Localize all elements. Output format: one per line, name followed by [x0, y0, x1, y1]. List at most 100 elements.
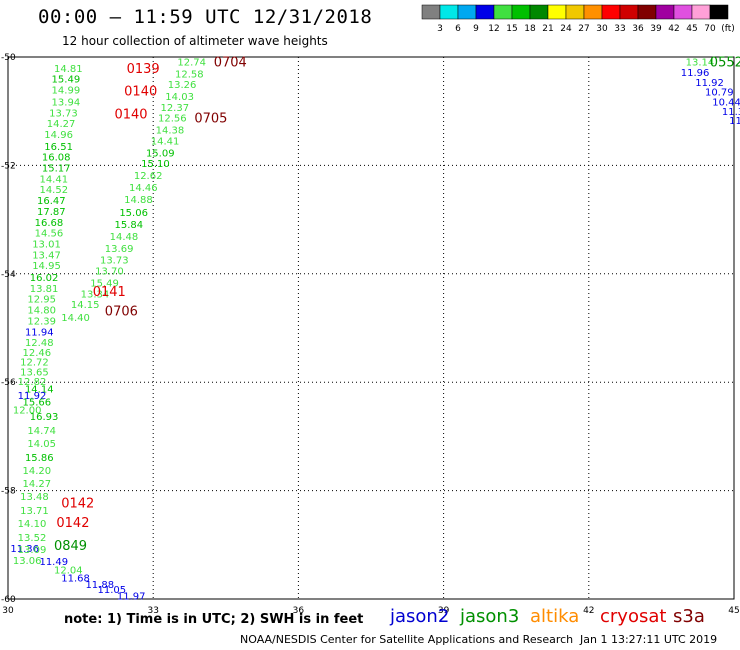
color-scale-legend: 3 6 9 12 15 18 21 24 27 30 33 36 39 42 45 70 (ft): [421, 4, 735, 34]
pass-time-label: 0704: [214, 55, 247, 70]
wave-height-label: 14.10: [18, 519, 47, 530]
colorbar-label: 42: [668, 24, 679, 34]
wave-height-label: 10.44: [712, 97, 740, 108]
y-tick-label: -52: [1, 161, 16, 171]
wave-height-label: 15.66: [23, 398, 52, 409]
pass-time-label: 0849: [54, 539, 87, 554]
wave-height-label: 14.96: [44, 130, 73, 141]
wave-height-observations: 14.8115.4914.9913.9413.7314.2714.9616.51…: [10, 57, 740, 602]
y-tick-label: -56: [1, 378, 16, 388]
colorbar-label: (ft): [721, 24, 735, 34]
wave-height-label: 14.41: [151, 136, 180, 147]
pass-time-label: 0705: [194, 112, 227, 127]
wave-height-label: 13.70: [95, 267, 124, 278]
wave-height-label: 11.88: [85, 580, 114, 591]
pass-time-label: 0706: [105, 305, 138, 320]
wave-height-label: 14.74: [27, 426, 56, 437]
wave-height-label: 15.10: [141, 159, 170, 170]
wave-height-label: 12.72: [20, 358, 49, 369]
wave-height-label: 11.94: [25, 327, 54, 338]
colorbar-label: 9: [473, 24, 479, 34]
x-tick-label: 45: [728, 606, 739, 616]
wave-height-label: 13.65: [20, 367, 49, 378]
wave-height-label: 14.41: [39, 174, 68, 185]
colorbar-label: 33: [614, 24, 625, 34]
wave-height-label: 12.00: [13, 405, 42, 416]
wave-height-label: 11.36: [10, 544, 39, 555]
y-tick-label: -54: [1, 270, 16, 280]
wave-height-label: 15.49: [52, 75, 81, 86]
wave-height-label: 13.94: [52, 97, 81, 108]
wave-height-label: 13.71: [20, 506, 49, 517]
wave-height-label: 14.38: [156, 126, 185, 137]
wave-height-label: 13.14: [686, 57, 715, 68]
wave-height-label: 15.49: [90, 278, 119, 289]
colorbar-label: 30: [596, 24, 608, 34]
wave-height-label: 13.34: [81, 289, 110, 300]
wave-height-label: 15.17: [42, 164, 71, 175]
wave-height-label: 11.3: [722, 107, 740, 118]
map-title: 00:00 – 11:59 UTC 12/31/2018: [38, 6, 373, 28]
wave-height-label: 13.52: [18, 533, 47, 544]
wave-height-label: 13.09: [18, 545, 47, 556]
legend-cryosat: cryosat: [600, 606, 667, 627]
map-frame: [7, 56, 735, 600]
wave-height-label: 12.04: [54, 566, 83, 577]
legend-jason3: jason3: [460, 606, 520, 627]
wave-height-label: 14.88: [124, 195, 153, 206]
legend-jason2: jason2: [390, 606, 450, 627]
wave-height-label: 15.86: [25, 453, 54, 464]
pass-time-label: 0142: [56, 516, 89, 531]
wave-height-label: 14.99: [52, 86, 81, 97]
wave-height-label: 12.39: [27, 316, 56, 327]
wave-height-label: 14.48: [110, 232, 139, 243]
map-subtitle: 12 hour collection of altimeter wave hei…: [62, 34, 328, 48]
wave-height-label: 16.93: [30, 412, 59, 423]
colorbar-label: 45: [686, 24, 697, 34]
wave-height-label: 14.81: [54, 64, 83, 75]
pass-time-label: 0141: [93, 285, 126, 300]
wave-height-label: 10.79: [705, 88, 734, 99]
colorbar-label: 36: [632, 24, 644, 34]
wave-height-label: 14.52: [39, 185, 68, 196]
colorbar-label: 70: [704, 24, 716, 34]
wave-height-label: 12.62: [134, 171, 163, 182]
wave-height-label: 11.97: [117, 592, 146, 603]
wave-height-label: 13.48: [20, 492, 49, 503]
wave-height-label: 13.73: [49, 108, 78, 119]
wave-height-label: 16.47: [37, 196, 66, 207]
wave-height-label: 11.68: [61, 573, 90, 584]
wave-height-label: 14.46: [129, 183, 158, 194]
colorbar-label: 12: [488, 24, 499, 34]
colorbar-label: 27: [578, 24, 589, 34]
wave-height-label: 12.58: [175, 69, 204, 80]
wave-height-label: 15.84: [114, 220, 143, 231]
wave-height-label: 14.20: [23, 466, 52, 477]
wave-height-label: 12.56: [158, 114, 187, 125]
colorbar-swatch: [709, 4, 729, 20]
wave-height-label: 12.82: [18, 377, 47, 388]
y-tick-label: -60: [1, 595, 16, 605]
pass-time-label: 0140: [124, 85, 157, 100]
wave-height-label: 12.95: [27, 295, 56, 306]
wave-height-label: 14.03: [165, 92, 194, 103]
wave-height-label: 11.92: [18, 391, 47, 402]
wave-height-label: 14.27: [47, 119, 76, 130]
wave-height-label: 17.87: [37, 207, 66, 218]
wave-height-label: 15.06: [119, 208, 148, 219]
legend-altika: altika: [530, 606, 580, 627]
wave-height-label: 15.09: [146, 148, 175, 159]
wave-height-label: 12.37: [160, 103, 189, 114]
wave-height-label: 16.51: [44, 142, 73, 153]
colorbar-label: 15: [506, 24, 517, 34]
wave-height-label: 12.48: [25, 338, 54, 349]
pass-time-label: 0139: [127, 62, 160, 77]
wave-height-label: 13.81: [30, 284, 59, 295]
legend-s3a: s3a: [673, 606, 705, 627]
wave-height-label: 13.69: [105, 244, 134, 255]
axis-tick-labels: 30 33 36 39 42 45 -50 -52 -54 -56 -58 -60: [1, 53, 740, 616]
wave-height-label: 12.74: [177, 57, 206, 68]
wave-height-label: 13.73: [100, 256, 129, 267]
y-tick-label: -50: [1, 53, 16, 63]
